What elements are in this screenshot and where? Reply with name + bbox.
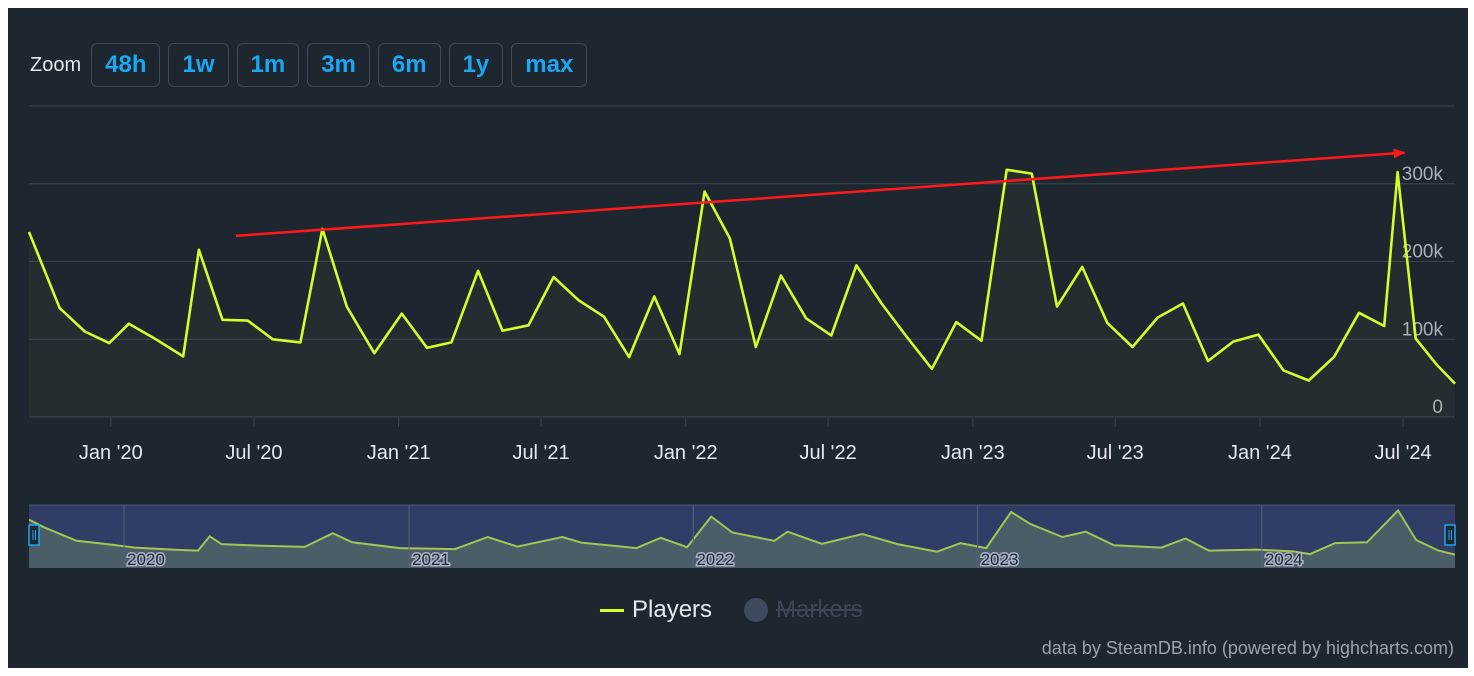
x-tick-label: Jul '22 xyxy=(800,442,857,464)
legend-item-players[interactable]: Players xyxy=(600,596,712,624)
navigator-area xyxy=(29,510,1455,568)
y-tick-label: 0 xyxy=(1432,397,1443,418)
players-series xyxy=(27,168,1456,417)
y-tick-label: 100k xyxy=(1402,319,1444,340)
players-line xyxy=(27,168,1456,385)
legend-label-markers: Markers xyxy=(776,596,863,623)
x-tick-label: Jul '23 xyxy=(1087,442,1144,464)
x-axis: Jan '20 Jul '20 Jan '21 Jul '21 Jan '22 Jul '… xyxy=(79,417,1432,464)
zoom-label: Zoom xyxy=(30,53,82,76)
x-tick-label: Jan '21 xyxy=(367,442,431,464)
navigator-right-handle[interactable] xyxy=(1444,524,1456,546)
trend-arrow xyxy=(235,148,1406,238)
y-tick-label: 200k xyxy=(1402,242,1444,263)
zoom-max-button[interactable]: max xyxy=(511,43,588,87)
navigator-selection xyxy=(29,505,1455,568)
x-tick-label: Jul '21 xyxy=(512,442,569,464)
y-axis: 0 100k 200k 300k xyxy=(1402,164,1444,418)
zoom-1w-button[interactable]: 1w xyxy=(168,43,229,87)
players-line-icon xyxy=(600,608,624,612)
x-tick-label: Jan '20 xyxy=(79,442,143,464)
navigator-year-label: 2022 xyxy=(696,550,734,569)
x-tick-label: Jul '24 xyxy=(1374,442,1431,464)
x-tick-label: Jan '22 xyxy=(654,442,718,464)
y-tick-label: 300k xyxy=(1402,164,1444,185)
credits-text[interactable]: data by SteamDB.info (powered by highcha… xyxy=(1041,638,1454,658)
navigator-left-handle[interactable] xyxy=(28,524,40,546)
trend-annotation xyxy=(235,148,1406,238)
x-tick-label: Jan '23 xyxy=(941,442,1005,464)
chart-container: Zoom 48h 1w 1m 3m 6m 1y max Jan '20 Jul '… xyxy=(8,8,1468,668)
zoom-3m-button[interactable]: 3m xyxy=(307,43,370,87)
zoom-6m-button[interactable]: 6m xyxy=(377,43,441,87)
legend-item-markers[interactable]: Markers xyxy=(744,596,863,624)
legend: Players Markers xyxy=(600,596,895,624)
navigator-year-label: 2020 xyxy=(127,550,165,569)
navigator-year-label: 2024 xyxy=(1265,550,1303,569)
grid-lines xyxy=(29,105,1455,418)
navigator-year-label: 2021 xyxy=(412,550,450,569)
zoom-toolbar: Zoom 48h 1w 1m 3m 6m 1y max xyxy=(30,43,595,87)
navigator-series xyxy=(29,508,1455,568)
x-tick-label: Jul '20 xyxy=(225,442,282,464)
markers-dot-icon xyxy=(744,598,769,622)
zoom-1m-button[interactable]: 1m xyxy=(236,43,300,87)
zoom-48h-button[interactable]: 48h xyxy=(91,43,161,87)
legend-label-players: Players xyxy=(632,596,713,623)
chart-svg: Jan '20 Jul '20 Jan '21 Jul '21 Jan '22 Jul '… xyxy=(27,105,1456,571)
x-tick-label: Jan '24 xyxy=(1228,442,1292,464)
navigator-year-label: 2023 xyxy=(981,550,1019,569)
navigator-line xyxy=(29,508,1455,556)
zoom-1y-button[interactable]: 1y xyxy=(448,43,504,87)
navigator[interactable]: 2020 2021 2022 2023 2024 xyxy=(28,504,1456,571)
